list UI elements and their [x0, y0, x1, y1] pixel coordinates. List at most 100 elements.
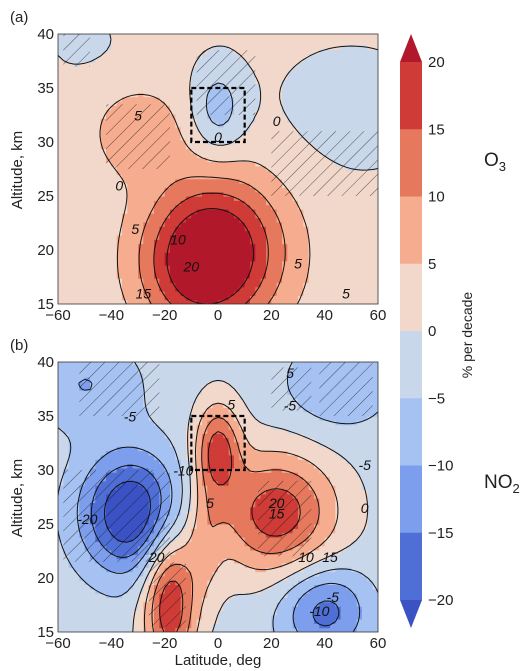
- contour-label: 10: [170, 232, 186, 248]
- contour-label: 5: [342, 286, 350, 302]
- contour-label: -10: [173, 462, 193, 478]
- x-tick-label: 20: [263, 307, 280, 324]
- x-tick-label: −40: [99, 307, 124, 324]
- y-tick-label: 40: [37, 26, 54, 43]
- contour-label: 20: [268, 495, 285, 511]
- colorbar-bin: [400, 263, 422, 332]
- colorbar-tick-label: −15: [428, 525, 453, 542]
- colorbar-tick-label: 20: [428, 54, 445, 71]
- contour-label: 5: [227, 397, 235, 413]
- panel-b-xlabel: Latitude, deg: [175, 652, 262, 669]
- colorbar-bin: [400, 465, 422, 534]
- panel-a: (a) 5 0 0 0 10 5 20 5 15 5 −60 −40 −20 0 20 40 60 15 20 25 3…: [9, 9, 386, 324]
- colorbar-bin: [400, 532, 422, 601]
- hatch-region: [196, 50, 256, 116]
- contour-label: 5: [286, 365, 294, 381]
- hatch-regions: [63, 362, 373, 627]
- axes-frame: [57, 361, 379, 633]
- colorbar-tick-label: −10: [428, 458, 453, 475]
- hatch-region: [271, 131, 378, 196]
- hatch-region: [148, 561, 186, 627]
- region-box: [190, 86, 246, 144]
- axes-frame: [57, 33, 379, 305]
- colorbar-label: % per decade: [459, 292, 475, 379]
- colorbar-bin: [400, 62, 422, 130]
- panel-a-label: (a): [10, 9, 28, 26]
- colorbar-bin: [400, 129, 422, 197]
- y-tick-label: 35: [37, 408, 54, 425]
- contour-label: 5: [134, 107, 142, 123]
- contour-label: 10: [298, 549, 314, 565]
- region-box: [190, 414, 246, 472]
- y-tick-label: 30: [37, 134, 54, 151]
- contour-label: 20: [183, 259, 200, 275]
- hatch-region: [319, 362, 373, 416]
- hatch-region: [106, 104, 170, 169]
- contour-label: 5: [131, 221, 139, 237]
- contour-label: -10: [309, 603, 329, 619]
- x-tick-label: 20: [263, 635, 280, 652]
- hatch-region: [258, 480, 312, 557]
- y-tick-label: 25: [37, 516, 54, 533]
- y-tick-label: 20: [37, 570, 54, 587]
- hatch-region: [63, 34, 90, 67]
- colorbar-extend-min: [400, 600, 422, 628]
- contour-label: 0: [214, 129, 222, 145]
- contour-label: -5: [284, 398, 297, 414]
- contour-label: 15: [269, 506, 285, 522]
- y-tick-label: 35: [37, 80, 54, 97]
- hatch-regions: [63, 34, 378, 196]
- colorbar-tick-label: 10: [428, 189, 445, 206]
- x-tick-label: 60: [370, 635, 387, 652]
- contour-label: 0: [115, 178, 123, 194]
- x-tick-label: −40: [99, 635, 124, 652]
- panel-a-plot: 5 0 0 0 10 5 20 5 15 5 −60 −40 −20 0 20 40 60 15 20 25 30 35 4…: [37, 26, 386, 324]
- contour-label: 15: [136, 286, 152, 302]
- colorbar-bin: [400, 398, 422, 466]
- x-tick-label: 0: [214, 307, 222, 324]
- species-label-no2: NO2: [484, 472, 520, 496]
- contour-label: 15: [322, 549, 338, 565]
- y-tick-label: 15: [37, 296, 54, 313]
- hatch-region: [63, 470, 171, 562]
- y-tick-label: 40: [37, 354, 54, 371]
- x-tick-label: −60: [45, 307, 70, 324]
- x-tick-label: −20: [152, 635, 177, 652]
- contour-label: -5: [326, 589, 339, 605]
- contour-label: 0: [273, 113, 281, 129]
- colorbar-tick-label: 15: [428, 121, 445, 138]
- x-tick-label: −20: [152, 307, 177, 324]
- colorbar-extend-max: [400, 34, 422, 62]
- y-tick-label: 20: [37, 242, 54, 259]
- x-tick-label: 40: [316, 635, 333, 652]
- panel-a-ylabel: Altitude, km: [9, 131, 26, 209]
- hatch-region: [271, 367, 312, 411]
- y-tick-label: 25: [37, 188, 54, 205]
- panel-b-ylabel: Altitude, km: [9, 459, 26, 537]
- colorbar: 20 15 10 5 0 −5 −10 −15 −20: [400, 34, 453, 628]
- x-tick-label: 60: [370, 307, 387, 324]
- x-tick-label: 0: [214, 635, 222, 652]
- panel-b-label: (b): [10, 337, 28, 354]
- colorbar-bin: [400, 196, 422, 265]
- contour-label: -20: [77, 511, 97, 527]
- contour-label: 5: [206, 495, 214, 511]
- contour-label: -5: [124, 408, 137, 424]
- contour-label: 20: [148, 549, 165, 565]
- y-tick-label: 30: [37, 462, 54, 479]
- x-tick-label: 40: [316, 307, 333, 324]
- x-tick-label: −60: [45, 635, 70, 652]
- contour-label: 0: [361, 500, 369, 516]
- y-tick-label: 15: [37, 624, 54, 641]
- contour-label: -5: [358, 457, 371, 473]
- colorbar-tick-label: −20: [428, 592, 453, 609]
- colorbar-tick-label: 5: [428, 256, 436, 273]
- hatch-region: [79, 362, 160, 416]
- colorbar-bin: [400, 331, 422, 399]
- colorbar-tick-label: 0: [428, 323, 436, 340]
- colorbar-tick-label: −5: [428, 390, 445, 407]
- contour-label: 5: [294, 255, 302, 271]
